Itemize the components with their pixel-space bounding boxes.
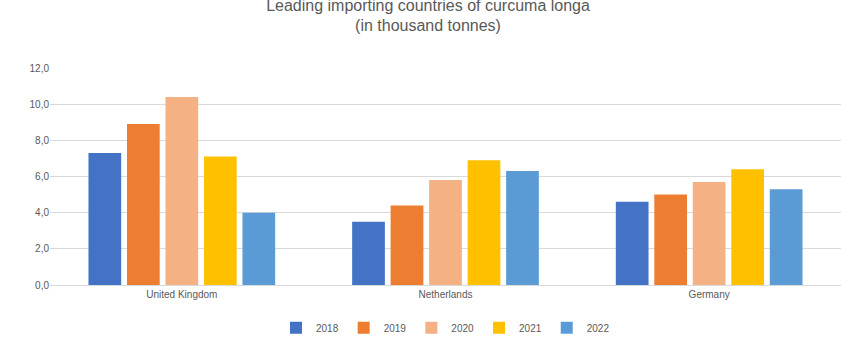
svg-text:2020: 2020 [451, 323, 474, 334]
svg-text:2022: 2022 [587, 323, 610, 334]
svg-text:8,0: 8,0 [35, 135, 49, 146]
svg-text:Netherlands: Netherlands [419, 289, 473, 300]
svg-text:2019: 2019 [384, 323, 407, 334]
svg-text:4,0: 4,0 [35, 207, 49, 218]
svg-text:United Kingdom: United Kingdom [146, 289, 217, 300]
svg-text:10,0: 10,0 [30, 99, 50, 110]
svg-text:2021: 2021 [519, 323, 542, 334]
svg-text:Leading importing countries of: Leading importing countries of curcuma l… [266, 0, 590, 34]
svg-text:2018: 2018 [316, 323, 339, 334]
svg-text:2,0: 2,0 [35, 243, 49, 254]
svg-text:12,0: 12,0 [30, 63, 50, 74]
svg-text:6,0: 6,0 [35, 171, 49, 182]
svg-text:Germany: Germany [689, 289, 730, 300]
svg-text:0,0: 0,0 [35, 280, 49, 291]
